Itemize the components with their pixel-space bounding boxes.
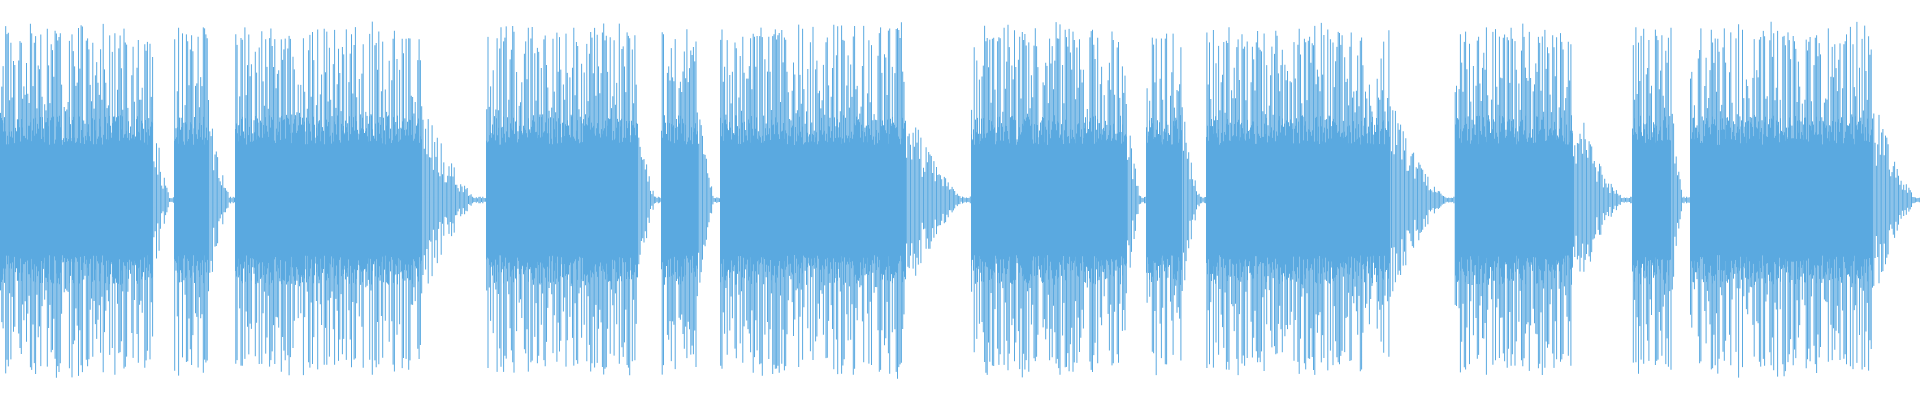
waveform-core <box>0 115 1873 285</box>
